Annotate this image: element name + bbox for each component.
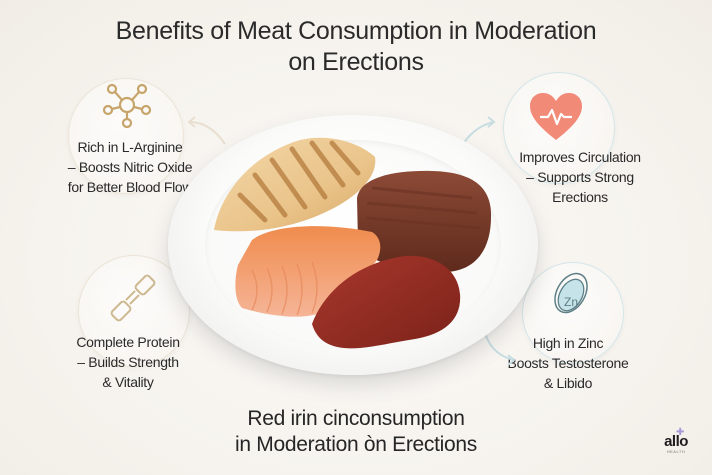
title-line-1: Benefits of Meat Consumption in Moderati… bbox=[115, 17, 597, 45]
arrow-icon bbox=[187, 116, 226, 145]
benefit-line: – Boosts Nitric Oxide bbox=[67, 159, 193, 175]
benefit-line: Complete Protein bbox=[76, 334, 180, 350]
brand-name: allo bbox=[664, 433, 688, 450]
brand-logo: ✚ allo HEALTH bbox=[656, 428, 696, 458]
benefit-line: Rich in L-Arginine bbox=[77, 139, 183, 155]
beef-steak bbox=[357, 170, 492, 273]
title-line-2: on Erections bbox=[288, 48, 424, 76]
brand-tagline: HEALTH bbox=[666, 449, 686, 454]
arrow-icon bbox=[484, 332, 516, 366]
benefit-line: & Vitality bbox=[102, 374, 154, 390]
benefit-line: – Supports Strong bbox=[526, 169, 634, 185]
benefit-circulation-text: Improves Circulation – Supports Strong E… bbox=[490, 147, 670, 207]
benefit-line: High in Zinc bbox=[532, 335, 604, 351]
zinc-symbol: Zn bbox=[564, 295, 578, 309]
bubble-protein bbox=[78, 255, 190, 367]
subtitle-line-1: Red irin сinconsumption bbox=[247, 407, 465, 430]
benefit-l-arginine-text: Rich in L-Arginine – Boosts Nitric Oxide… bbox=[40, 137, 220, 197]
zinc-pill-icon: Zn bbox=[554, 272, 588, 314]
dumbbell-icon bbox=[110, 274, 156, 322]
benefit-zinc-text: High in Zinc Boosts Testosterone & Libid… bbox=[483, 333, 653, 393]
salmon-fillet bbox=[235, 226, 381, 317]
page-title: Benefits of Meat Consumption in Moderati… bbox=[0, 16, 712, 78]
bottom-subtitle: Red irin сinconsumption in Moderation òn… bbox=[0, 406, 712, 458]
benefit-line: Erections bbox=[552, 189, 608, 205]
benefit-line: Boosts Testosterone bbox=[507, 355, 629, 371]
benefit-line: for Better Blood Flow bbox=[67, 179, 193, 195]
benefit-line: – Builds Strength bbox=[77, 354, 179, 370]
red-meat-cut bbox=[312, 255, 461, 349]
molecule-network-icon bbox=[102, 83, 152, 128]
subtitle-line-2: in Moderation òn Erections bbox=[234, 433, 477, 456]
grilled-chicken bbox=[214, 137, 376, 232]
heartbeat-icon bbox=[530, 93, 582, 140]
plus-icon: ✚ bbox=[676, 427, 685, 438]
benefit-line: Improves Circulation bbox=[519, 149, 641, 165]
benefit-protein-text: Complete Protein – Builds Strength & Vit… bbox=[38, 332, 218, 392]
benefit-line: & Libido bbox=[543, 375, 593, 391]
